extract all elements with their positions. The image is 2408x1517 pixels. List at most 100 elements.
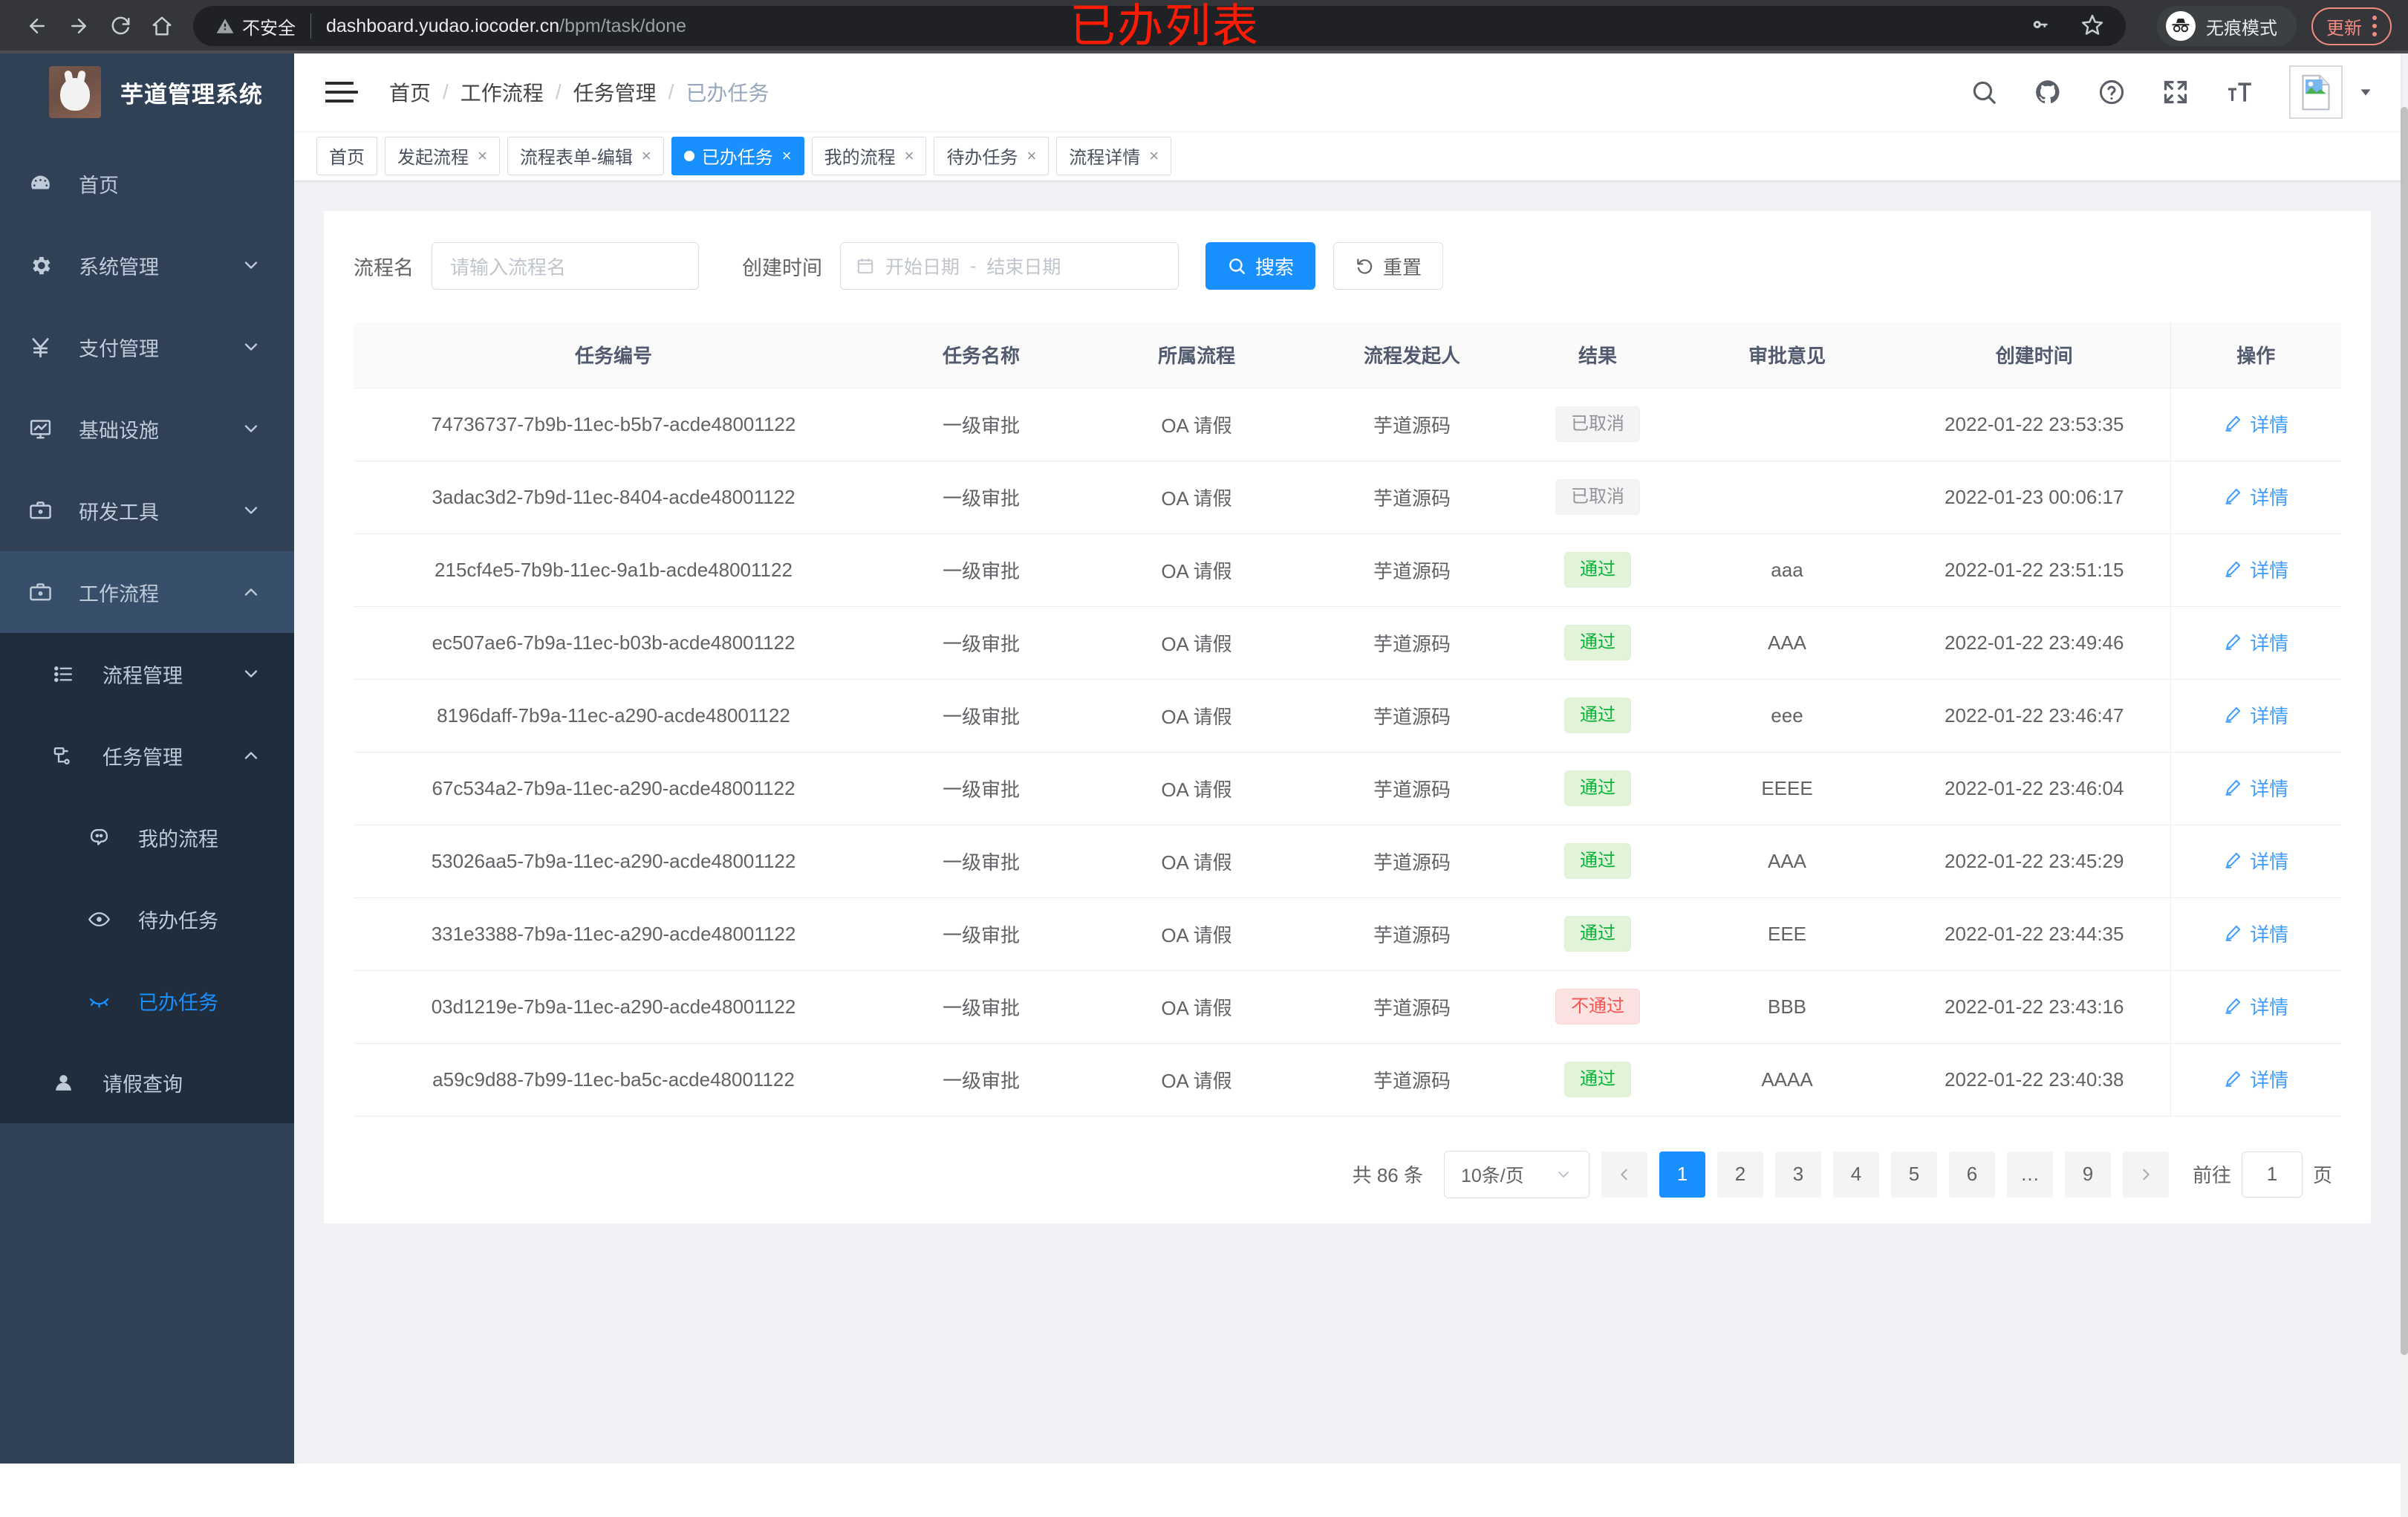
search-icon[interactable] <box>1970 78 1998 106</box>
close-icon[interactable]: × <box>781 146 792 165</box>
page-scrollbar-thumb[interactable] <box>2401 107 2408 1355</box>
table-row: 8196daff-7b9a-11ec-a290-acde48001122 一级审批… <box>354 679 2341 753</box>
detail-button[interactable]: 详情 <box>2223 483 2288 510</box>
detail-button[interactable]: 详情 <box>2223 920 2288 947</box>
sidebar-item-system[interactable]: 系统管理 <box>0 224 294 306</box>
password-key-icon[interactable] <box>2031 13 2053 39</box>
sidebar-item-payment[interactable]: 支付管理 <box>0 306 294 388</box>
tab-my-process[interactable]: 我的流程 × <box>811 136 927 175</box>
detail-button[interactable]: 详情 <box>2223 556 2288 583</box>
cell-comment: AAA <box>1676 825 1898 898</box>
page-button-2[interactable]: 2 <box>1716 1151 1763 1198</box>
cell-result: 通过 <box>1520 752 1676 825</box>
sidebar-item-process-management[interactable]: 流程管理 <box>0 633 294 715</box>
back-button[interactable] <box>16 5 58 47</box>
close-icon[interactable]: × <box>641 146 651 165</box>
bookmark-star-icon[interactable] <box>2081 13 2103 39</box>
reset-button[interactable]: 重置 <box>1333 242 1444 290</box>
brand-header[interactable]: 芋道管理系统 <box>0 53 294 131</box>
page-button-9[interactable]: 9 <box>2064 1151 2111 1198</box>
detail-button[interactable]: 详情 <box>2223 701 2288 729</box>
start-date-placeholder[interactable]: 开始日期 <box>885 257 960 278</box>
breadcrumb-item-task-management[interactable]: 任务管理 <box>573 82 657 105</box>
detail-label: 详情 <box>2250 923 2289 946</box>
sidebar-item-todo-task[interactable]: 待办任务 <box>0 878 294 960</box>
page-size-value: 10条/页 <box>1460 1165 1524 1186</box>
sidebar-item-done-task[interactable]: 已办任务 <box>0 960 294 1042</box>
cell-process: OA 请假 <box>1089 970 1304 1044</box>
detail-button[interactable]: 详情 <box>2223 993 2288 1020</box>
sidebar-item-my-process[interactable]: 我的流程 <box>0 796 294 878</box>
breadcrumb-item-workflow[interactable]: 工作流程 <box>460 82 544 105</box>
page-ellipsis[interactable]: … <box>2006 1151 2053 1198</box>
github-icon[interactable] <box>2034 78 2062 106</box>
font-size-icon[interactable] <box>2225 78 2254 106</box>
process-name-input[interactable]: 请输入流程名 <box>432 242 699 290</box>
tab-done-task[interactable]: 已办任务 × <box>671 136 804 175</box>
chevron-up-icon <box>241 745 261 766</box>
user-icon <box>52 1071 91 1094</box>
sidebar-item-home[interactable]: 首页 <box>0 143 294 224</box>
tab-start-process[interactable]: 发起流程 × <box>385 136 500 175</box>
close-icon[interactable]: × <box>1149 146 1159 165</box>
detail-label: 详情 <box>2250 995 2289 1019</box>
sidebar-item-task-management[interactable]: 任务管理 <box>0 715 294 796</box>
forward-button[interactable] <box>58 5 100 47</box>
detail-button[interactable]: 详情 <box>2223 410 2288 438</box>
status-badge: 已取消 <box>1555 406 1640 442</box>
sidebar-item-label: 我的流程 <box>138 828 218 851</box>
jump-page-input[interactable]: 1 <box>2241 1151 2303 1198</box>
next-page-button[interactable] <box>2122 1151 2169 1198</box>
cell-result: 不通过 <box>1520 970 1676 1044</box>
edit-pencil-icon <box>2225 489 2241 505</box>
tab-process-detail[interactable]: 流程详情 × <box>1056 136 1172 175</box>
help-circle-icon[interactable] <box>2098 78 2126 106</box>
sidebar-item-infrastructure[interactable]: 基础设施 <box>0 388 294 470</box>
page-button-3[interactable]: 3 <box>1774 1151 1821 1198</box>
page-button-4[interactable]: 4 <box>1832 1151 1879 1198</box>
close-icon[interactable]: × <box>904 146 914 165</box>
update-button[interactable]: 更新 <box>2311 7 2392 45</box>
cell-process: OA 请假 <box>1089 388 1304 461</box>
page-button-1[interactable]: 1 <box>1659 1151 1705 1198</box>
status-badge: 已取消 <box>1555 479 1640 515</box>
sidebar-item-workflow[interactable]: 工作流程 <box>0 551 294 633</box>
search-button[interactable]: 搜索 <box>1205 242 1316 290</box>
process-name-label: 流程名 <box>354 256 414 279</box>
cell-result: 通过 <box>1520 679 1676 753</box>
page-button-6[interactable]: 6 <box>1948 1151 1995 1198</box>
address-bar[interactable]: 不安全 dashboard.yudao.iocoder.cn/bpm/task/… <box>193 6 2126 46</box>
chrome-menu-icon[interactable] <box>2372 16 2377 36</box>
detail-label: 详情 <box>2250 1068 2289 1091</box>
breadcrumb-item-home[interactable]: 首页 <box>389 82 432 105</box>
chevron-down-icon[interactable] <box>2357 84 2374 100</box>
sidebar-item-leave-query[interactable]: 请假查询 <box>0 1042 294 1123</box>
create-time-daterange[interactable]: 开始日期 - 结束日期 <box>840 242 1179 290</box>
hamburger-icon[interactable] <box>325 82 358 103</box>
home-button[interactable] <box>141 5 183 47</box>
detail-button[interactable]: 详情 <box>2223 774 2288 802</box>
end-date-placeholder[interactable]: 结束日期 <box>986 257 1061 278</box>
tab-todo-task[interactable]: 待办任务 × <box>934 136 1050 175</box>
cell-created-time: 2022-01-22 23:46:47 <box>1898 679 2170 753</box>
cell-created-time: 2022-01-22 23:53:35 <box>1898 388 2170 461</box>
tab-home[interactable]: 首页 <box>316 136 377 175</box>
page-button-5[interactable]: 5 <box>1890 1151 1937 1198</box>
cell-operation: 详情 <box>2170 533 2341 607</box>
detail-button[interactable]: 详情 <box>2223 1065 2288 1093</box>
sidebar-item-devtools[interactable]: 研发工具 <box>0 470 294 551</box>
reload-button[interactable] <box>100 5 141 47</box>
tab-process-form-edit[interactable]: 流程表单-编辑 × <box>507 136 664 175</box>
detail-button[interactable]: 详情 <box>2223 628 2288 656</box>
close-icon[interactable]: × <box>478 146 487 165</box>
avatar[interactable] <box>2289 65 2343 119</box>
detail-button[interactable]: 详情 <box>2223 847 2288 874</box>
incognito-indicator[interactable]: 无痕模式 <box>2157 6 2297 46</box>
page-size-select[interactable]: 10条/页 <box>1443 1150 1589 1198</box>
prev-page-button[interactable] <box>1601 1151 1647 1198</box>
cell-comment: AAAA <box>1676 1043 1898 1117</box>
close-icon[interactable]: × <box>1026 146 1037 165</box>
edit-pencil-icon <box>2225 998 2241 1015</box>
fullscreen-icon[interactable] <box>2161 78 2190 106</box>
cell-task-id: 3adac3d2-7b9d-11ec-8404-acde48001122 <box>354 461 873 534</box>
